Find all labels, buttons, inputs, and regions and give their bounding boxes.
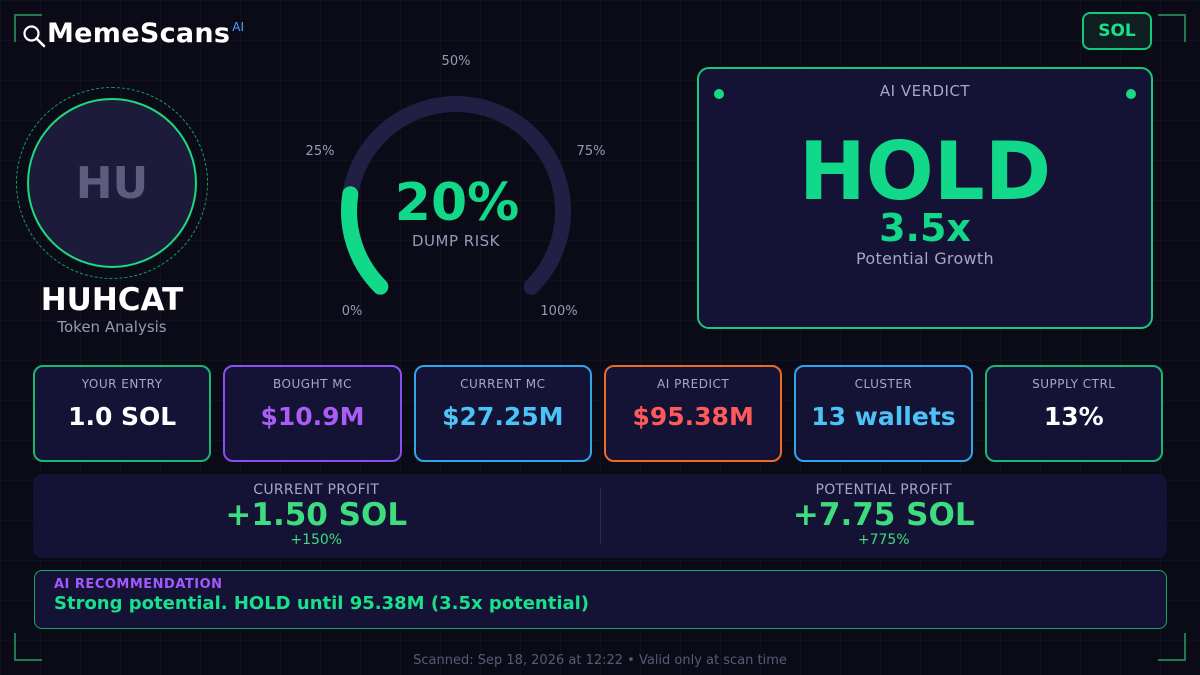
potential-profit-label: POTENTIAL PROFIT	[815, 482, 953, 498]
profit-divider	[599, 488, 601, 544]
current-profit-percent: +150%	[290, 532, 343, 548]
chain-badge[interactable]: SOL	[1082, 12, 1152, 50]
token-name: HUHCAT	[40, 282, 184, 318]
verdict-multiplier: 3.5x	[879, 206, 971, 250]
current-profit-label: CURRENT PROFIT	[253, 482, 380, 498]
recommendation-text: Strong potential. HOLD until 95.38M (3.5…	[54, 593, 590, 614]
current-profit-value: +1.50 SOL	[225, 497, 408, 533]
stat-label: BOUGHT MC	[273, 377, 352, 391]
potential-profit-value: +7.75 SOL	[792, 497, 975, 533]
stat-value: $10.9M	[260, 402, 365, 431]
avatar: HU	[27, 98, 197, 268]
profit-panel: CURRENT PROFIT +1.50 SOL +150% POTENTIAL…	[33, 474, 1167, 558]
token-subtitle: Token Analysis	[57, 318, 167, 336]
gauge-tick-75: 75%	[576, 144, 606, 159]
verdict-caption: Potential Growth	[856, 249, 994, 268]
stat-card-ai-predict: AI PREDICT $95.38M	[603, 365, 783, 462]
stat-value: $27.25M	[442, 402, 564, 431]
scan-footer: Scanned: Sep 18, 2026 at 12:22 • Valid o…	[413, 653, 787, 668]
gauge-tick-0: 0%	[341, 304, 363, 319]
stat-value: 1.0 SOL	[68, 402, 177, 431]
stat-value: $95.38M	[632, 402, 754, 431]
stat-label: AI PREDICT	[657, 377, 730, 391]
app-logo: MemeScans AI	[22, 18, 244, 49]
stat-card-cluster: CLUSTER 13 wallets	[794, 365, 973, 462]
stat-label: SUPPLY CTRL	[1032, 377, 1116, 391]
verdict-indicator-dot-right	[1126, 89, 1136, 99]
stat-card-bought-mc: BOUGHT MC $10.9M	[223, 365, 402, 462]
corner-decoration-bottom-right	[1158, 633, 1186, 661]
stats-row: YOUR ENTRY 1.0 SOL BOUGHT MC $10.9M CURR…	[33, 365, 1163, 462]
stat-label: CLUSTER	[854, 377, 913, 391]
stat-card-supply-ctrl: SUPPLY CTRL 13%	[984, 365, 1163, 462]
gauge-tick-25: 25%	[305, 144, 335, 159]
corner-decoration-top-right	[1158, 14, 1186, 42]
verdict-title: AI VERDICT	[879, 82, 971, 100]
gauge-value: 20%	[394, 173, 520, 233]
gauge-tick-100: 100%	[540, 304, 578, 319]
avatar-dashed-ring	[16, 87, 208, 279]
current-profit: CURRENT PROFIT +1.50 SOL +150%	[33, 474, 600, 558]
stat-value: 13 wallets	[811, 402, 956, 431]
corner-decoration-bottom-left	[14, 633, 42, 661]
brand-ai-superscript: AI	[232, 20, 245, 34]
verdict-decision: HOLD	[798, 125, 1052, 218]
stat-label: YOUR ENTRY	[81, 377, 163, 391]
token-avatar-wrap: HU	[16, 87, 208, 279]
stat-label: CURRENT MC	[460, 377, 546, 391]
magnifier-icon	[23, 25, 46, 48]
gauge-svg	[341, 96, 571, 295]
gauge-fill	[341, 186, 389, 295]
gauge-tick-50: 50%	[441, 54, 471, 69]
verdict-indicator-dot-left	[714, 89, 724, 99]
stat-value: 13%	[1043, 402, 1104, 431]
recommendation-label: AI RECOMMENDATION	[54, 577, 223, 592]
stat-card-current-mc: CURRENT MC $27.25M	[413, 365, 592, 462]
stat-card-your-entry: YOUR ENTRY 1.0 SOL	[33, 365, 212, 462]
ai-recommendation-box: AI RECOMMENDATION Strong potential. HOLD…	[34, 570, 1167, 629]
brand-name: MemeScans	[47, 18, 231, 49]
corner-decoration-top-left	[14, 14, 42, 42]
potential-profit: POTENTIAL PROFIT +7.75 SOL +775%	[601, 474, 1168, 558]
potential-profit-percent: +775%	[857, 532, 910, 548]
ai-verdict-card: AI VERDICT HOLD 3.5x Potential Growth	[697, 67, 1153, 329]
dump-risk-gauge: 0% 25% 50% 75% 100% 20% DUMP RISK	[290, 40, 620, 340]
gauge-caption: DUMP RISK	[412, 232, 500, 250]
